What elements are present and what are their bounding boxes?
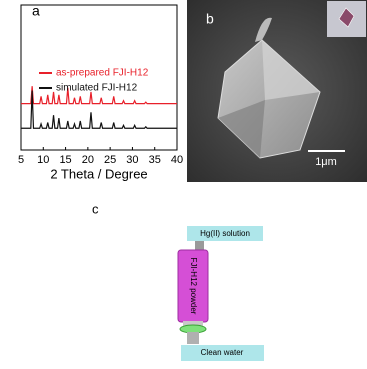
xrd-chart: 5 10 15 20 25 30 35 40 2 Theta / Degree as-prepar…	[18, 4, 183, 181]
inlet-box	[187, 226, 263, 241]
outlet-tube	[187, 332, 199, 344]
panel-label: b	[206, 11, 214, 27]
plot-frame	[20, 4, 178, 151]
column-label: FJI-H12 powder	[189, 258, 198, 315]
legend-label: simulated FJI-H12	[56, 83, 138, 94]
x-tick-label: 20	[82, 154, 94, 166]
series-line	[21, 90, 177, 129]
sem-image: b 1μm	[187, 0, 367, 182]
debris	[255, 17, 272, 42]
tube	[195, 240, 204, 252]
panel-label: a	[32, 3, 40, 19]
scale-bar-label: 1μm	[315, 156, 337, 168]
x-tick-label: 25	[104, 154, 116, 166]
panel-label: c	[92, 201, 99, 216]
column-diagram: c Hg(II) solution FJI-H12 powder Clean w…	[92, 201, 264, 361]
x-tick-label: 35	[149, 154, 161, 166]
x-tick-label: 30	[126, 154, 138, 166]
inlet-label: Hg(II) solution	[200, 229, 250, 238]
x-tick-label: 40	[171, 154, 183, 166]
series-line	[21, 86, 177, 105]
x-tick-label: 5	[18, 154, 24, 166]
x-tick-label: 10	[37, 154, 49, 166]
seal-ring	[179, 324, 207, 334]
crystal-facet	[218, 100, 265, 158]
fitting	[183, 321, 203, 327]
inset-crystal	[338, 7, 355, 28]
crystal-facet	[262, 40, 320, 100]
x-tick-label: 15	[59, 154, 71, 166]
legend-label: as-prepared FJI-H12	[56, 68, 149, 79]
outlet-label: Clean water	[201, 348, 244, 357]
outlet-box	[181, 345, 264, 361]
x-axis-title: 2 Theta / Degree	[50, 166, 147, 181]
